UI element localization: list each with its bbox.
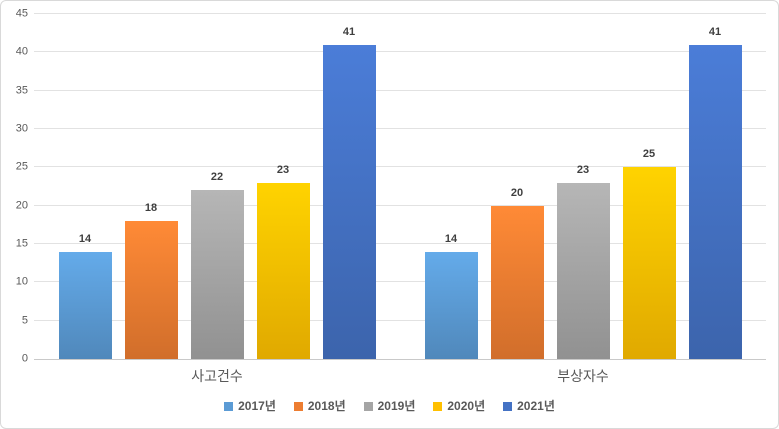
bar-column: 18 <box>124 14 178 359</box>
gridline <box>34 243 766 244</box>
bar-value-label: 14 <box>444 232 458 245</box>
category-axis: 사고건수 부상자수 <box>34 366 766 386</box>
y-tick-label: 20 <box>15 199 28 212</box>
bar-value-label: 18 <box>144 202 158 214</box>
bar-2018년-사고건수 <box>124 221 178 359</box>
legend-label: 2018년 <box>307 399 346 413</box>
legend-label: 2019년 <box>377 399 416 413</box>
legend-swatch-icon <box>503 401 513 411</box>
gridline <box>34 319 766 321</box>
y-tick-label: 0 <box>21 352 28 365</box>
bar-column: 41 <box>688 14 742 359</box>
y-tick-label: 15 <box>15 237 28 250</box>
legend-swatch-icon <box>293 401 303 411</box>
gridline <box>34 281 766 283</box>
y-tick-label: 30 <box>15 122 28 135</box>
y-tick-label: 35 <box>15 84 28 97</box>
bar-value-label: 14 <box>78 232 92 245</box>
y-tick-label: 5 <box>21 314 28 327</box>
bar-value-label: 41 <box>342 25 356 38</box>
bar-column: 22 <box>190 14 244 359</box>
bar-groups: 14 18 22 23 41 14 20 23 25 41 <box>34 14 766 359</box>
bar-value-label: 25 <box>642 148 656 161</box>
bar-2020년-부상자수 <box>622 167 676 359</box>
bar-2019년-사고건수 <box>190 190 244 359</box>
legend-item-2020년: 2020년 <box>433 400 485 412</box>
bar-value-label: 41 <box>708 25 722 38</box>
gridline <box>34 128 766 129</box>
legend-item-2018년: 2018년 <box>293 399 346 413</box>
y-tick-label: 10 <box>15 275 28 288</box>
bar-2019년-부상자수 <box>556 182 610 359</box>
bar-column: 41 <box>322 14 376 359</box>
bar-value-label: 20 <box>510 186 524 199</box>
gridline <box>34 13 766 14</box>
y-tick-label: 25 <box>15 160 28 173</box>
bar-group-1: 14 18 22 23 41 <box>34 14 400 359</box>
gridline <box>34 51 766 53</box>
y-axis: 0 5 10 15 20 25 30 35 40 45 <box>1 8 28 364</box>
plot-area: 14 18 22 23 41 14 20 23 25 41 <box>34 13 766 360</box>
bar-2018년-부상자수 <box>490 205 544 359</box>
x-axis-line <box>34 359 766 360</box>
legend-swatch-icon <box>433 401 443 411</box>
y-tick-label: 40 <box>15 45 28 58</box>
legend-label: 2020년 <box>447 399 486 413</box>
bar-2021년-부상자수 <box>688 44 742 359</box>
legend: 2017년 2018년 2019년 2020년 2021년 <box>1 400 778 412</box>
gridline <box>34 204 766 206</box>
legend-label: 2017년 <box>238 399 276 413</box>
gridline <box>34 89 766 91</box>
bar-value-label: 23 <box>276 163 290 176</box>
y-tick-label: 45 <box>15 7 28 20</box>
bar-2020년-사고건수 <box>256 182 310 359</box>
bar-column: 23 <box>256 14 310 359</box>
bar-value-label: 23 <box>576 163 590 176</box>
bar-2017년-사고건수 <box>58 251 112 359</box>
category-label-1: 사고건수 <box>191 368 243 384</box>
bar-group-2: 14 20 23 25 41 <box>400 14 766 359</box>
bar-column: 25 <box>622 14 676 359</box>
bar-2017년-부상자수 <box>424 251 478 359</box>
legend-swatch-icon <box>224 401 234 411</box>
legend-item-2021년: 2021년 <box>503 400 555 412</box>
bar-column: 23 <box>556 14 610 359</box>
legend-item-2017년: 2017년 <box>224 400 276 412</box>
bar-2021년-사고건수 <box>322 44 376 359</box>
gridline <box>34 166 766 168</box>
bar-value-label: 22 <box>210 171 224 184</box>
bar-column: 14 <box>58 14 112 359</box>
bar-column: 20 <box>490 14 544 359</box>
legend-label: 2021년 <box>517 399 555 413</box>
bar-column: 14 <box>424 14 478 359</box>
legend-item-2019년: 2019년 <box>363 399 416 413</box>
legend-swatch-icon <box>363 401 373 411</box>
category-label-2: 부상자수 <box>557 368 609 384</box>
